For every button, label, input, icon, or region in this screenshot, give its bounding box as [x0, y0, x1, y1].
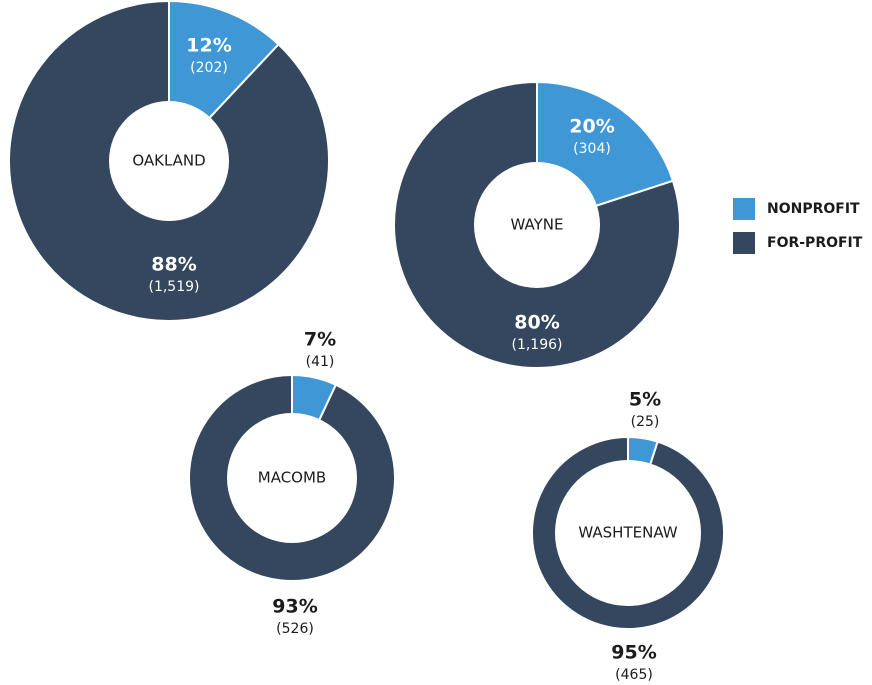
legend-label: FOR-PROFIT [767, 235, 863, 251]
count-label: (526) [276, 621, 314, 637]
center-label: OAKLAND [132, 152, 205, 170]
legend-swatch [733, 232, 755, 254]
count-label: (25) [631, 414, 660, 430]
count-label: (41) [306, 354, 335, 370]
count-label: (465) [615, 667, 653, 683]
center-label: WASHTENAW [578, 524, 677, 542]
value-label: 88% [151, 254, 196, 276]
count-label: (1,196) [511, 337, 562, 353]
legend-label: NONPROFIT [767, 201, 860, 217]
value-label: 93% [272, 596, 317, 618]
value-label: 80% [514, 312, 559, 334]
legend-swatch [733, 198, 755, 220]
value-label: 12% [186, 35, 231, 57]
center-label: WAYNE [511, 216, 564, 234]
value-label: 20% [569, 116, 614, 138]
value-label: 95% [611, 642, 656, 664]
donut-hole [227, 413, 357, 543]
value-label: 7% [304, 329, 336, 351]
donut-hole [109, 101, 229, 221]
count-label: (202) [190, 60, 228, 76]
value-label: 5% [629, 389, 661, 411]
count-label: (304) [573, 141, 611, 157]
donut-hole [474, 162, 600, 288]
count-label: (1,519) [148, 279, 199, 295]
center-label: MACOMB [258, 469, 326, 487]
donut-hole [555, 460, 701, 606]
